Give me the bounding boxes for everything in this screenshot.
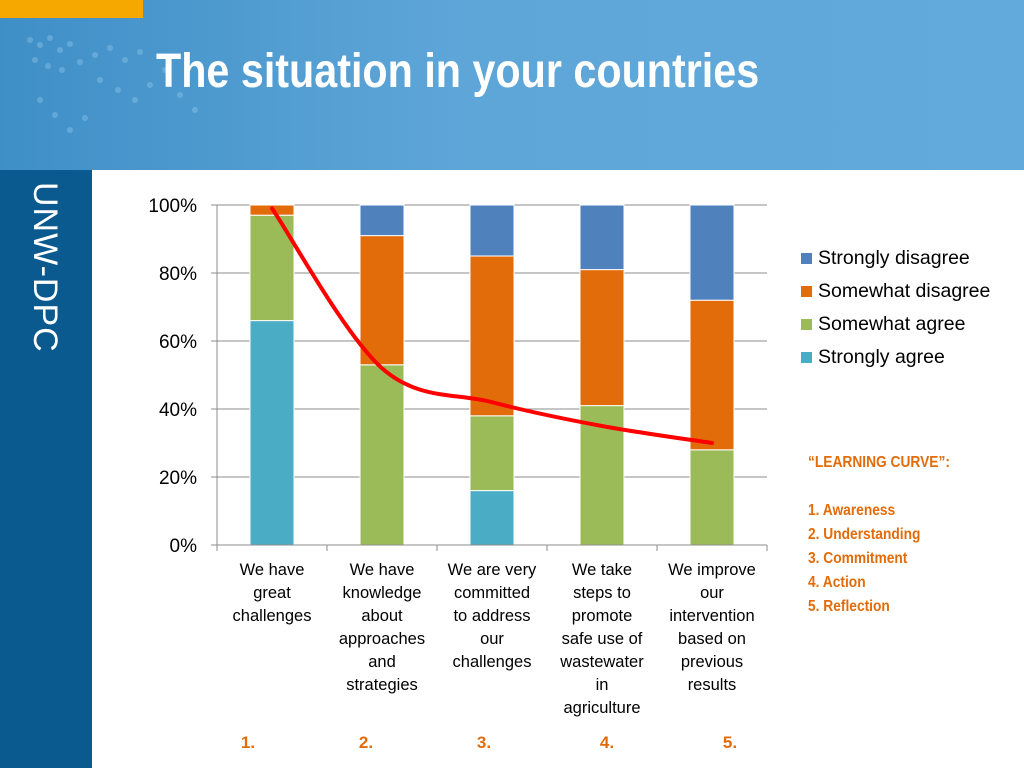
bar-segment <box>579 269 625 407</box>
bar-segment <box>469 490 515 546</box>
bar-segment <box>469 415 515 492</box>
bar-segment <box>359 204 405 237</box>
legend-label: Somewhat agree <box>818 313 965 335</box>
y-tick-label: 0% <box>170 536 198 557</box>
stacked-bar-chart: 0% 20% 40% 60% 80% 100% We have great challenges… <box>148 196 990 752</box>
world-map-graphic <box>27 35 198 133</box>
legend-label: Somewhat disagree <box>818 280 990 302</box>
category-number-label: 4. <box>600 733 614 752</box>
x-category-label: We have knowledge about approaches and strate… <box>339 561 425 694</box>
legend-label: Strongly disagree <box>818 247 970 269</box>
x-category-label: We improve our intervention based on previou… <box>668 561 756 694</box>
x-category-label: We take steps to promote safe use of wastewa… <box>559 561 644 717</box>
learning-curve-line <box>270 206 714 445</box>
y-tick-label: 60% <box>159 332 197 353</box>
y-tick-label: 100% <box>148 196 197 217</box>
category-number-label: 5. <box>723 733 737 752</box>
category-number-label: 3. <box>477 733 491 752</box>
sidebar: UNW-DPC <box>0 170 92 768</box>
y-tick-label: 40% <box>159 400 197 421</box>
x-category-label: We are very committed to address our challen… <box>448 561 537 671</box>
y-tick-label: 80% <box>159 264 197 285</box>
bar-segment <box>359 235 405 366</box>
bar-segment <box>249 320 295 546</box>
bar-segment <box>689 299 735 451</box>
bar-segment <box>579 204 625 271</box>
bar-segment <box>689 449 735 546</box>
orange-accent-tab <box>0 0 143 18</box>
legend-swatch <box>801 253 812 264</box>
bar-segment <box>469 255 515 417</box>
y-tick-label: 20% <box>159 468 197 489</box>
legend-swatch <box>801 286 812 297</box>
legend-swatch <box>801 319 812 330</box>
category-number-label: 1. <box>241 733 255 752</box>
slide-header: The situation in your countries <box>0 0 1024 170</box>
brand-text: UNW-DPC <box>26 182 64 353</box>
spacer <box>808 475 950 499</box>
x-category-label: We have great challenges <box>233 561 312 625</box>
slide-title: The situation in your countries <box>156 45 760 98</box>
legend-label: Strongly agree <box>818 346 945 368</box>
learning-curve-step: 5. Reflection <box>808 598 890 615</box>
bar-segment <box>359 364 405 546</box>
learning-curve-step: 3. Commitment <box>808 550 908 567</box>
unw-dpc-logo: UNW-DPC <box>26 182 64 353</box>
learning-curve-note: “LEARNING CURVE”: 1. Awareness 2. Unders… <box>808 451 950 619</box>
category-number-label: 2. <box>359 733 373 752</box>
bar-segment <box>469 204 515 257</box>
bar-segment <box>689 204 735 301</box>
learning-curve-title: “LEARNING CURVE”: <box>808 454 950 471</box>
legend-swatch <box>801 352 812 363</box>
learning-curve-step: 2. Understanding <box>808 526 921 543</box>
learning-curve-step: 1. Awareness <box>808 502 896 519</box>
learning-curve-step: 4. Action <box>808 574 866 591</box>
